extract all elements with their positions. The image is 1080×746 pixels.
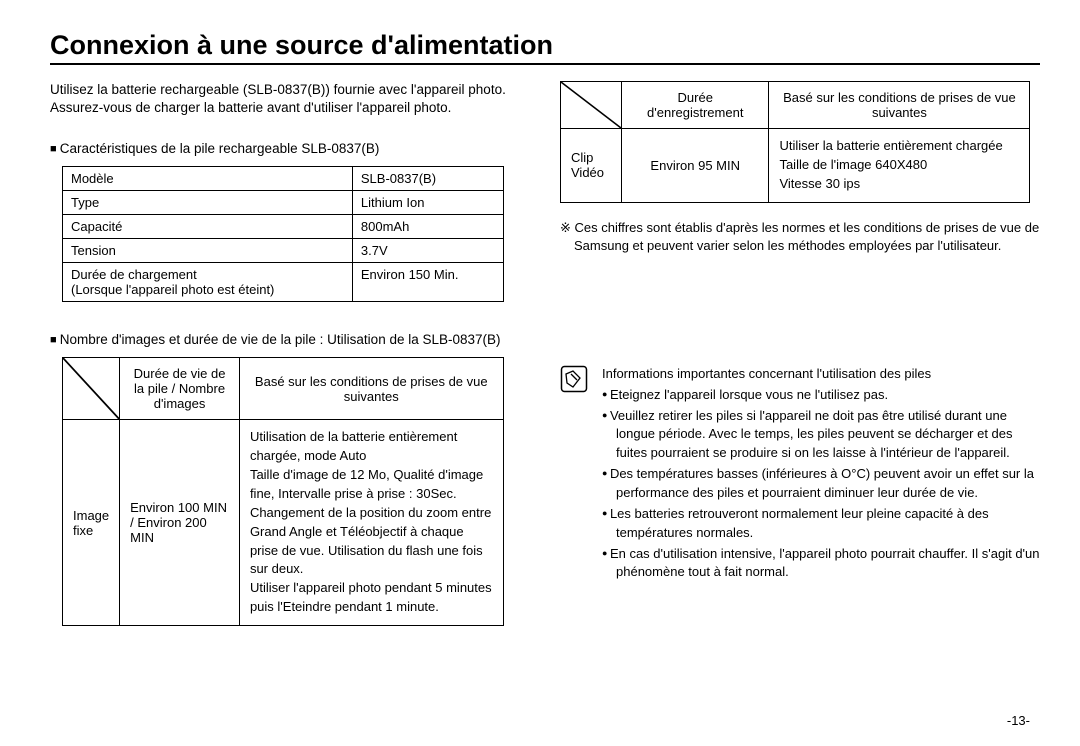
spec-label: Modèle: [63, 167, 353, 191]
note-icon: [560, 365, 588, 584]
two-column-layout: Utilisez la batterie rechargeable (SLB-0…: [50, 81, 1040, 626]
spec-table: Modèle SLB-0837(B) Type Lithium Ion Capa…: [62, 166, 504, 302]
table-row: Capacité 800mAh: [63, 215, 504, 239]
spec-label: Durée de chargement (Lorsque l'appareil …: [63, 263, 353, 302]
usage-header-life: Durée de vie de la pile / Nombre d'image…: [120, 358, 240, 420]
spec-value: Environ 150 Min.: [352, 263, 503, 302]
video-table: Durée d'enregistrement Basé sur les cond…: [560, 81, 1030, 203]
video-header-cond: Basé sur les conditions de prises de vue…: [769, 82, 1030, 129]
usage-header-cond: Basé sur les conditions de prises de vue…: [239, 358, 503, 420]
table-row: Clip Vidéo Environ 95 MIN Utiliser la ba…: [561, 129, 1030, 203]
info-bullet-list: Eteignez l'appareil lorsque vous ne l'ut…: [602, 386, 1040, 582]
spec-value: 3.7V: [352, 239, 503, 263]
spec-label: Capacité: [63, 215, 353, 239]
right-column: Durée d'enregistrement Basé sur les cond…: [560, 81, 1040, 626]
usage-row-name: Image fixe: [63, 420, 120, 625]
table-row: Durée de chargement (Lorsque l'appareil …: [63, 263, 504, 302]
info-heading: Informations importantes concernant l'ut…: [602, 365, 1040, 384]
video-row-name: Clip Vidéo: [561, 129, 622, 203]
page-number: -13-: [1007, 713, 1030, 728]
info-text: Informations importantes concernant l'ut…: [602, 365, 1040, 584]
spec-value: SLB-0837(B): [352, 167, 503, 191]
spec-label: Type: [63, 191, 353, 215]
list-item: En cas d'utilisation intensive, l'appare…: [602, 545, 1040, 583]
table-row: Image fixe Environ 100 MIN / Environ 200…: [63, 420, 504, 625]
table-header-row: Durée de vie de la pile / Nombre d'image…: [63, 358, 504, 420]
table-row: Tension 3.7V: [63, 239, 504, 263]
usage-row-cond: Utilisation de la batterie entièrement c…: [239, 420, 503, 625]
table-header-row: Durée d'enregistrement Basé sur les cond…: [561, 82, 1030, 129]
page-title: Connexion à une source d'alimentation: [50, 30, 1040, 65]
list-item: Eteignez l'appareil lorsque vous ne l'ut…: [602, 386, 1040, 405]
list-item: Les batteries retrouveront normalement l…: [602, 505, 1040, 543]
table-row: Type Lithium Ion: [63, 191, 504, 215]
table-row: Modèle SLB-0837(B): [63, 167, 504, 191]
spec-label: Tension: [63, 239, 353, 263]
usage-section-label: Nombre d'images et durée de vie de la pi…: [50, 332, 530, 347]
usage-table: Durée de vie de la pile / Nombre d'image…: [62, 357, 504, 625]
spec-value: Lithium Ion: [352, 191, 503, 215]
intro-text: Utilisez la batterie rechargeable (SLB-0…: [50, 81, 530, 117]
video-row-value: Environ 95 MIN: [622, 129, 769, 203]
left-column: Utilisez la batterie rechargeable (SLB-0…: [50, 81, 530, 626]
page: Connexion à une source d'alimentation Ut…: [0, 0, 1080, 746]
diagonal-cell: [561, 82, 622, 129]
video-row-cond: Utiliser la batterie entièrement chargée…: [769, 129, 1030, 203]
spec-section-label: Caractéristiques de la pile rechargeable…: [50, 141, 530, 156]
diagonal-cell: [63, 358, 120, 420]
video-header-rec: Durée d'enregistrement: [622, 82, 769, 129]
spec-value: 800mAh: [352, 215, 503, 239]
list-item: Veuillez retirer les piles si l'appareil…: [602, 407, 1040, 464]
list-item: Des températures basses (inférieures à O…: [602, 465, 1040, 503]
info-block: Informations importantes concernant l'ut…: [560, 365, 1040, 584]
footnote: ※ Ces chiffres sont établis d'après les …: [560, 219, 1040, 255]
usage-row-value: Environ 100 MIN / Environ 200 MIN: [120, 420, 240, 625]
